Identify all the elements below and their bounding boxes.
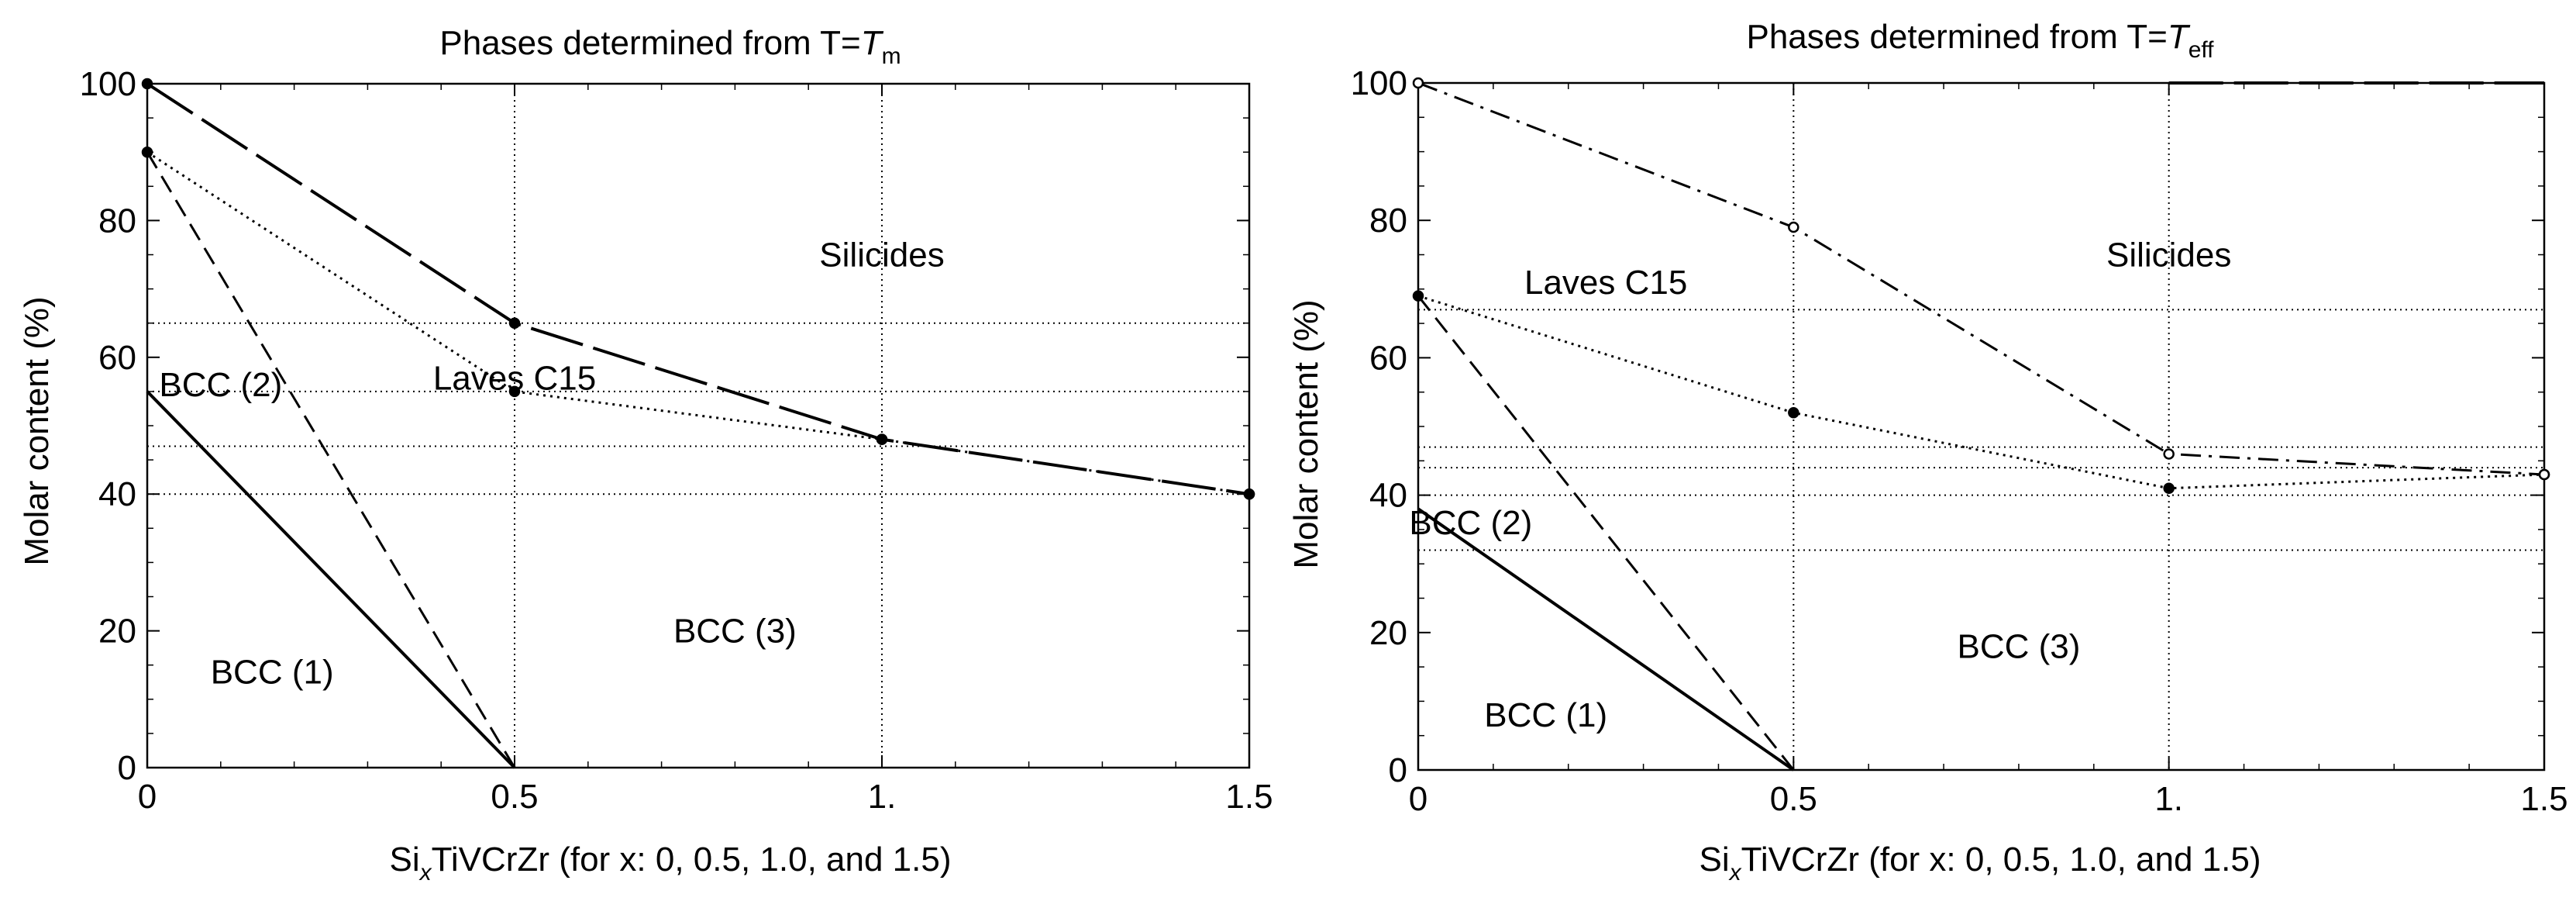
- axes: 0 0.5 1. 1.5 0 20 40 60 80 100: [1351, 64, 2568, 818]
- x-tick-label: 0.5: [491, 778, 538, 816]
- x-axis-label: SixTiVCrZr (for x: 0, 0.5, 1.0, and 1.5): [1700, 841, 2261, 885]
- data-point: [1243, 488, 1255, 500]
- data-point: [2163, 482, 2175, 494]
- data-point: [2538, 468, 2550, 481]
- series-line-bcc-3: [1417, 295, 2545, 490]
- x-tick-label: 0: [138, 778, 157, 816]
- region-label: BCC (1): [1484, 696, 1607, 734]
- y-axis-label: Molar content (%): [1287, 299, 1325, 568]
- axes: 0 0.5 1. 1.5 0 20 40 60 80 100: [80, 65, 1273, 816]
- y-tick-label: 0: [1389, 751, 1407, 789]
- y-tick-label: 40: [98, 475, 136, 513]
- annotations: Silicides Laves C15 BCC (2) BCC (3) BCC (1): [159, 236, 944, 692]
- y-tick-label: 0: [118, 749, 136, 787]
- series-line-bcc-1: [1417, 507, 1795, 772]
- data-point: [2163, 448, 2175, 460]
- data-point: [876, 433, 888, 445]
- chart-left: Phases determined from T=Tm SixTiVCrZr (…: [18, 24, 1273, 885]
- x-tick-label: 0.5: [1770, 780, 1817, 818]
- series-layer: [1412, 77, 2550, 772]
- y-tick-label: 80: [1369, 202, 1407, 240]
- y-tick-label: 20: [1369, 614, 1407, 652]
- chart-title: Phases determined from T=Tm: [439, 24, 901, 69]
- series-line-bcc-2: [1417, 295, 1795, 771]
- grid: [147, 84, 1249, 768]
- y-tick-label: 40: [1369, 477, 1407, 515]
- region-label: BCC (3): [1957, 628, 2080, 666]
- region-label: Silicides: [2106, 236, 2231, 274]
- series-line-laves-c15: [1417, 81, 2545, 476]
- x-tick-label: 1.5: [2520, 780, 2567, 818]
- plot-frame: [1417, 81, 2546, 772]
- series-layer: [141, 78, 1255, 769]
- series-line-bcc-1: [146, 390, 516, 769]
- y-axis-label: Molar content (%): [18, 296, 56, 565]
- series-line-bcc-2: [146, 151, 516, 768]
- annotations: Silicides Laves C15 BCC (2) BCC (3) BCC (1): [1409, 236, 2231, 735]
- region-label: Laves C15: [433, 359, 596, 397]
- y-tick-label: 100: [80, 65, 136, 103]
- data-point: [508, 385, 521, 398]
- data-point: [141, 146, 153, 158]
- y-tick-label: 100: [1351, 64, 1407, 102]
- data-point: [1412, 77, 1424, 89]
- region-label: BCC (3): [673, 613, 797, 651]
- x-tick-label: 1.5: [1225, 778, 1273, 816]
- series-line-bcc-3: [146, 150, 1250, 495]
- x-tick-label: 1.: [868, 778, 897, 816]
- data-point: [1788, 221, 1799, 233]
- region-label: BCC (2): [159, 366, 282, 404]
- y-tick-label: 80: [98, 202, 136, 240]
- data-point: [141, 78, 153, 90]
- grid: [1418, 83, 2544, 770]
- region-label: Silicides: [819, 236, 944, 274]
- y-tick-label: 60: [98, 339, 136, 377]
- x-tick-label: 1.: [2154, 780, 2183, 818]
- region-label: BCC (2): [1409, 504, 1532, 542]
- x-tick-label: 0: [1409, 780, 1427, 818]
- region-label: BCC (1): [211, 654, 334, 692]
- series-line-laves-c15: [146, 82, 1250, 496]
- chart-right: Phases determined from T=Teff SixTiVCrZr…: [1287, 18, 2568, 885]
- data-point: [508, 317, 521, 329]
- region-label: Laves C15: [1524, 264, 1687, 302]
- data-point: [1788, 407, 1799, 419]
- chart-title: Phases determined from T=Teff: [1746, 18, 2214, 63]
- y-tick-label: 60: [1369, 339, 1407, 377]
- x-axis-label: SixTiVCrZr (for x: 0, 0.5, 1.0, and 1.5): [390, 841, 952, 885]
- data-point: [1412, 290, 1424, 302]
- y-tick-label: 20: [98, 613, 136, 651]
